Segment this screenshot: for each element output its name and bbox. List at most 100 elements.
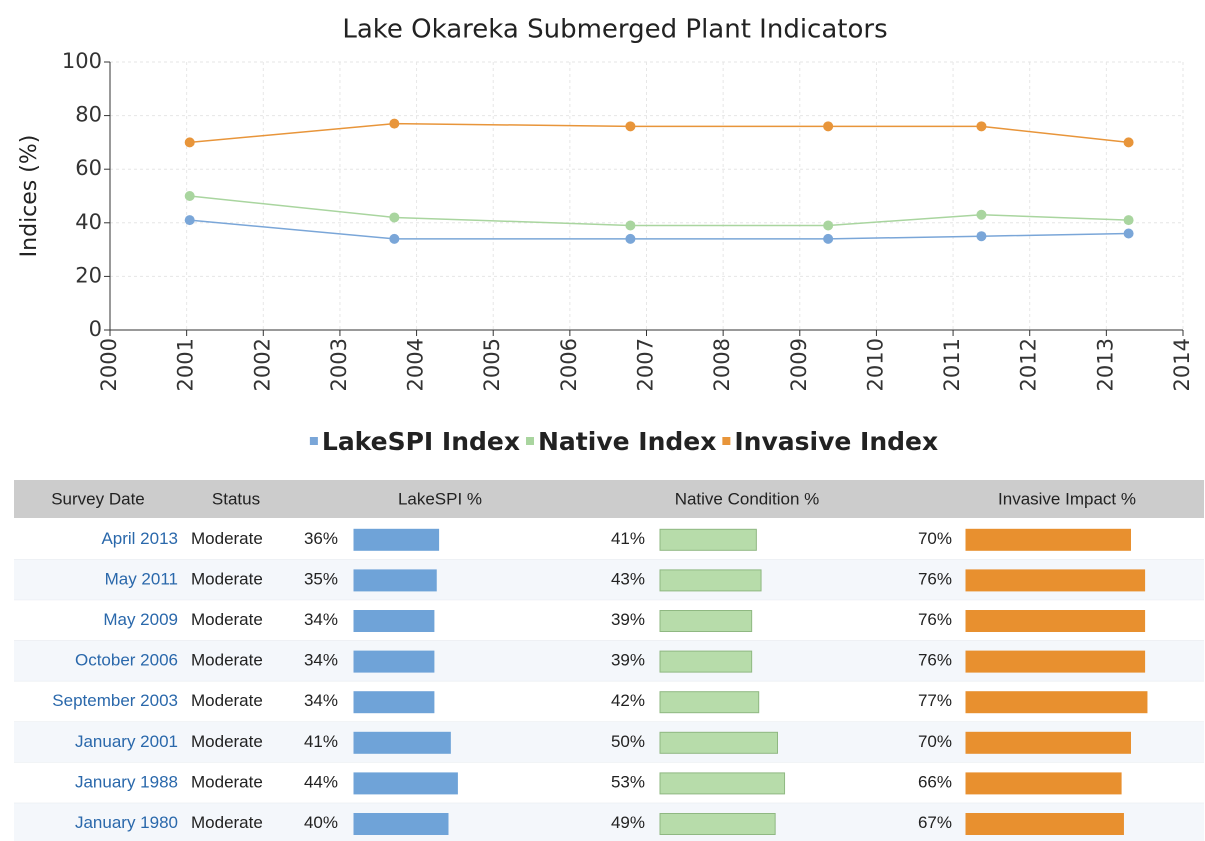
native-label: 39%: [611, 610, 645, 629]
legend: LakeSPI Index Native Index Invasive Index: [309, 427, 938, 456]
data-point: [1123, 215, 1134, 226]
y-tick-label: 80: [75, 103, 102, 127]
x-tick-label: 2013: [1093, 338, 1117, 391]
x-tick-label: 2005: [480, 338, 504, 391]
lakespi-bar: [353, 731, 451, 754]
lakespi-bar: [353, 610, 435, 632]
native-label: 49%: [611, 813, 645, 832]
invasive-label: 76%: [918, 569, 952, 588]
lakespi-bar: [353, 528, 440, 551]
status: Moderate: [191, 651, 263, 670]
native-bar: [659, 731, 778, 754]
lakespi-label: 34%: [304, 651, 338, 670]
table-header-bg: [14, 480, 1204, 518]
lakespi-label: 41%: [304, 732, 338, 751]
survey-date: January 2001: [75, 732, 178, 751]
invasive-bar: [965, 691, 1148, 714]
survey-date: September 2003: [52, 691, 178, 710]
data-point: [1123, 228, 1134, 239]
invasive-label: 70%: [918, 732, 952, 751]
status: Moderate: [191, 569, 263, 588]
survey-date: October 2006: [75, 651, 178, 670]
x-tick-label: 2006: [557, 338, 581, 391]
status: Moderate: [191, 691, 263, 710]
data-point: [823, 220, 834, 231]
x-tick-label: 2008: [710, 338, 734, 391]
data-point: [389, 118, 400, 129]
lakespi-label: 34%: [304, 610, 338, 629]
series-line: [189, 195, 1129, 227]
table-header: Status: [212, 489, 260, 508]
legend-label: Invasive Index: [734, 427, 938, 456]
legend-label: LakeSPI Index: [322, 427, 520, 456]
invasive-label: 66%: [918, 772, 952, 791]
lakespi-label: 40%: [304, 813, 338, 832]
invasive-bar: [965, 610, 1146, 632]
table-header: Survey Date: [51, 489, 145, 508]
lakespi-label: 34%: [304, 691, 338, 710]
y-tick-label: 0: [89, 317, 102, 341]
data-point: [976, 209, 987, 220]
table-header: Native Condition %: [675, 489, 820, 508]
y-axis-label: Indices (%): [17, 135, 42, 258]
native-label: 53%: [611, 772, 645, 791]
survey-date: January 1988: [75, 772, 178, 791]
status: Moderate: [191, 610, 263, 629]
native-bar: [659, 610, 753, 632]
table-header: LakeSPI %: [398, 489, 482, 508]
invasive-label: 76%: [918, 651, 952, 670]
y-tick-label: 100: [62, 49, 102, 73]
data-point: [823, 121, 834, 132]
x-tick-label: 2011: [940, 338, 964, 391]
lakespi-bar: [353, 813, 449, 835]
data-point: [625, 233, 636, 244]
invasive-bar: [965, 569, 1146, 592]
native-label: 41%: [611, 529, 645, 548]
invasive-label: 67%: [918, 813, 952, 832]
invasive-label: 77%: [918, 691, 952, 710]
invasive-bar: [965, 731, 1131, 754]
data-point: [184, 191, 195, 201]
data-point: [625, 121, 636, 132]
native-bar: [659, 813, 776, 835]
x-tick-label: 2004: [404, 338, 428, 391]
x-tick-label: 2012: [1017, 338, 1041, 391]
lakespi-label: 36%: [304, 529, 338, 548]
native-bar: [659, 528, 757, 551]
status: Moderate: [191, 772, 263, 791]
native-bar: [659, 772, 786, 795]
native-bar: [659, 691, 760, 714]
y-tick-label: 60: [75, 156, 102, 180]
invasive-bar: [965, 528, 1131, 551]
data-point: [389, 212, 400, 223]
status: Moderate: [191, 732, 263, 751]
legend-swatch: [526, 437, 535, 445]
survey-date: April 2013: [101, 529, 178, 548]
invasive-label: 76%: [918, 610, 952, 629]
data-point: [976, 231, 987, 242]
native-bar: [659, 569, 762, 592]
status: Moderate: [191, 529, 263, 548]
lakespi-label: 44%: [304, 772, 338, 791]
series-line: [189, 122, 1129, 144]
survey-date: January 1980: [75, 813, 178, 832]
data-point: [184, 215, 195, 226]
data-point: [389, 233, 400, 244]
native-label: 39%: [611, 651, 645, 670]
lakespi-bar: [353, 691, 435, 714]
x-tick-label: 2007: [634, 338, 658, 391]
lakespi-bar: [353, 772, 458, 795]
x-tick-label: 2000: [97, 338, 121, 391]
x-tick-label: 2002: [250, 338, 274, 391]
survey-date: May 2009: [103, 610, 178, 629]
invasive-bar: [965, 650, 1146, 673]
native-label: 43%: [611, 569, 645, 588]
survey-date: May 2011: [105, 569, 178, 588]
x-tick-label: 2014: [1170, 338, 1194, 391]
legend-label: Native Index: [538, 427, 716, 456]
data-point: [1123, 137, 1134, 148]
table-header: Invasive Impact %: [998, 489, 1136, 508]
lakespi-bar: [353, 569, 437, 592]
native-label: 50%: [611, 732, 645, 751]
